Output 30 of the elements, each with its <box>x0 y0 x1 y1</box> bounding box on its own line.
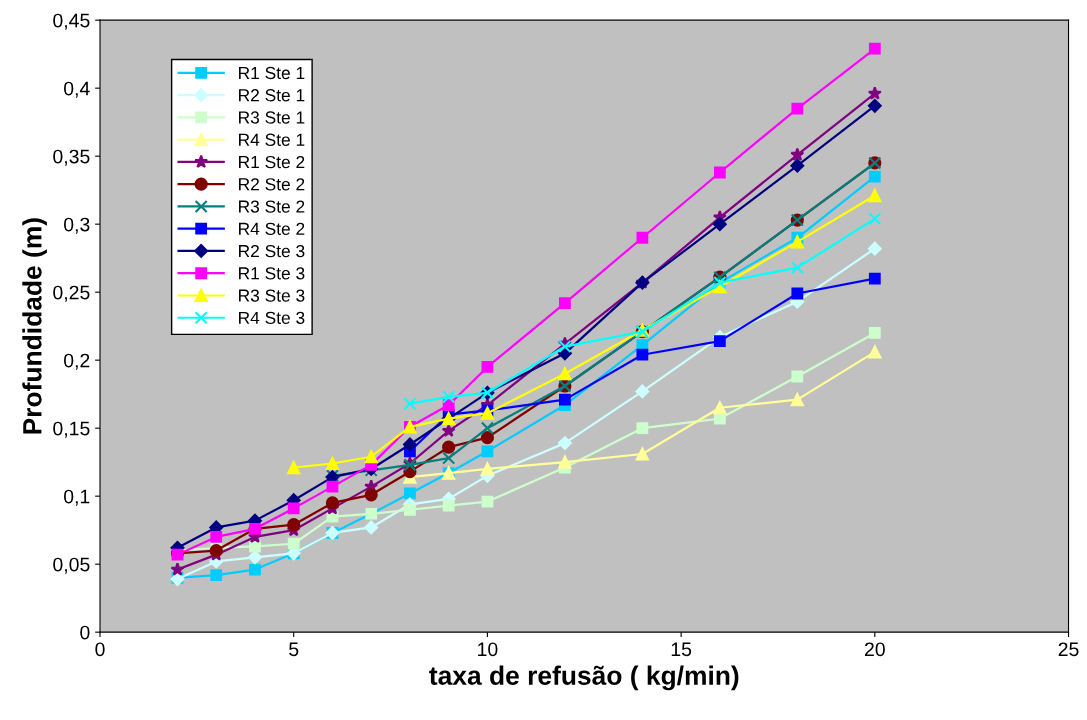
x-axis-title: taxa de refusão ( kg/min) <box>429 665 739 691</box>
y-tick-label: 0,3 <box>64 217 90 234</box>
y-tick-label: 0,25 <box>53 285 90 302</box>
legend-label: R1 Ste 3 <box>239 267 305 280</box>
legend-label: R3 Ste 2 <box>239 200 305 213</box>
legend-label: R2 Ste 3 <box>239 244 305 258</box>
y-tick-label: 0,1 <box>64 489 90 506</box>
legend-label: R4 Ste 1 <box>239 133 305 146</box>
legend-label: R1 Ste 2 <box>239 155 305 169</box>
y-tick-label: 0,4 <box>64 81 90 98</box>
x-tick-label: 25 <box>1058 642 1079 657</box>
y-tick-label: 0 <box>80 625 90 640</box>
y-tick-label: 0,05 <box>53 557 90 574</box>
legend-label: R4 Ste 2 <box>239 222 305 235</box>
legend-label: R3 Ste 3 <box>239 289 305 302</box>
legend-label: R2 Ste 1 <box>239 89 305 102</box>
x-tick-label: 0 <box>95 642 105 657</box>
y-axis-title: Profundidade (m) <box>22 218 47 434</box>
legend-label: R1 Ste 1 <box>239 66 305 80</box>
y-tick-label: 0,45 <box>53 13 90 30</box>
y-tick-label: 0,35 <box>53 149 90 166</box>
y-tick-label: 0,2 <box>64 353 90 370</box>
x-tick-label: 15 <box>671 642 692 657</box>
legend-label: R2 Ste 2 <box>239 178 305 191</box>
legend-label: R3 Ste 1 <box>239 111 305 124</box>
x-tick-label: 20 <box>864 642 885 657</box>
x-tick-label: 5 <box>289 642 299 657</box>
y-tick-label: 0,15 <box>53 421 90 438</box>
x-tick-label: 10 <box>478 642 498 657</box>
legend-label: R4 Ste 3 <box>239 311 305 324</box>
